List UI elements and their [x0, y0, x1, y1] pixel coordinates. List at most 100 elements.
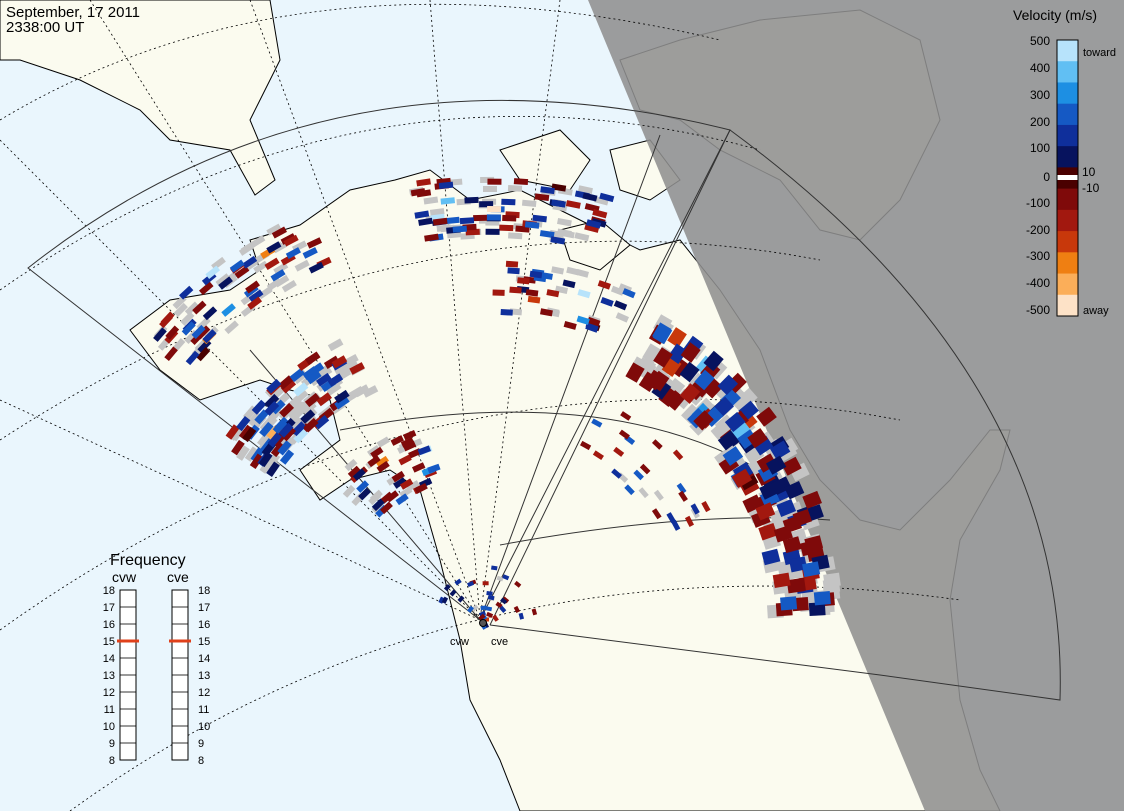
frequency-tick-label: 14 [103, 653, 115, 665]
colorbar-swatch [1057, 252, 1078, 275]
ground-scatter-cell [593, 196, 609, 206]
ground-scatter-cell [496, 575, 504, 582]
velocity-cell [620, 411, 632, 421]
velocity-cell [271, 226, 287, 239]
ground-scatter-cell [259, 458, 274, 474]
velocity-cell [611, 468, 623, 479]
velocity-cell [507, 267, 520, 275]
ground-scatter-cell [615, 312, 630, 323]
ground-scatter-cell [274, 274, 290, 288]
velocity-cell [267, 432, 282, 448]
velocity-cell [802, 490, 822, 509]
velocity-cell [395, 493, 409, 506]
velocity-cell [639, 463, 651, 475]
velocity-cell [459, 217, 475, 225]
velocity-cell [191, 324, 206, 340]
velocity-cell [393, 477, 407, 489]
velocity-cell [278, 375, 294, 390]
velocity-cell [638, 371, 659, 393]
velocity-cell [513, 605, 520, 614]
velocity-cell [761, 548, 781, 566]
ground-scatter-cell [521, 199, 537, 207]
velocity-cell [196, 325, 211, 340]
velocity-cell [551, 183, 567, 192]
frequency-tick-label: 15 [198, 636, 210, 648]
ground-scatter-cell [294, 259, 310, 272]
ground-scatter-cell [344, 458, 358, 472]
frequency-tick-label: 10 [103, 721, 115, 733]
velocity-cell [416, 189, 432, 198]
velocity-cell [308, 362, 325, 377]
ground-scatter-cell [710, 420, 732, 441]
velocity-cell [264, 400, 280, 416]
velocity-cell [531, 608, 538, 616]
velocity-cell [402, 440, 417, 452]
velocity-cell [283, 234, 299, 247]
velocity-cell [264, 257, 280, 271]
ground-scatter-cell [610, 285, 625, 296]
ground-scatter-cell [429, 208, 445, 216]
velocity-cell [592, 450, 604, 461]
ground-scatter-cell [293, 389, 309, 404]
ground-scatter-cell [642, 343, 662, 364]
velocity-cell [304, 392, 321, 408]
ground-scatter-cell [376, 436, 390, 448]
velocity-cell [518, 612, 525, 620]
radar-sites: cvw cve [450, 619, 508, 648]
velocity-cell [479, 201, 494, 208]
velocity-cell [649, 370, 670, 392]
ground-scatter-cell [289, 407, 305, 423]
ground-scatter-cell [369, 489, 383, 503]
velocity-cell [289, 367, 306, 383]
velocity-cell [599, 192, 615, 203]
colorbar-swatches [1057, 40, 1078, 317]
velocity-cell [202, 306, 218, 321]
velocity-cell [679, 361, 700, 383]
colorbar-tick-label: -100 [1026, 196, 1050, 210]
ground-scatter-cell [180, 311, 195, 326]
ground-scatter-cell [551, 266, 565, 275]
time-label: 2338:00 UT [6, 19, 84, 36]
velocity-cell [577, 289, 591, 299]
frequency-tick-label: 10 [198, 721, 210, 733]
velocity-cell [652, 322, 672, 343]
nightside-shading [588, 0, 1124, 811]
velocity-cell [334, 389, 350, 404]
velocity-cell [443, 583, 451, 592]
velocity-cell [485, 228, 500, 235]
velocity-cell [492, 289, 505, 296]
velocity-cell [671, 519, 681, 531]
colorbar-swatch [1057, 40, 1078, 62]
frequency-tick-label: 12 [103, 687, 115, 699]
velocity-cell [495, 601, 503, 609]
colorbar-swatch [1057, 82, 1078, 105]
frequency-tick-label: 18 [103, 585, 115, 597]
velocity-cell [702, 378, 724, 399]
ground-scatter-cell [244, 446, 259, 462]
ground-scatter-cell [257, 286, 273, 300]
velocity-cell [205, 265, 221, 279]
radar-fields-of-view [27, 99, 1061, 701]
velocity-cell [412, 462, 426, 473]
ground-scatter-cell [507, 185, 523, 192]
frequency-tick-label: 17 [198, 602, 210, 614]
velocity-cell [225, 424, 240, 440]
velocity-cell [467, 581, 475, 588]
velocity-cell [464, 196, 479, 204]
velocity-cell [517, 277, 530, 285]
velocity-cell [769, 440, 791, 460]
ground-scatter-cell [266, 223, 282, 236]
ground-scatter-cell [273, 262, 289, 275]
velocity-cell [266, 378, 282, 394]
frequency-tick-label: 11 [198, 704, 209, 716]
ground-scatter-cell [353, 384, 370, 398]
colorbar-swatch [1057, 61, 1078, 83]
colorbar-tick-label: 10 [1082, 165, 1096, 179]
velocity-cell [717, 430, 739, 451]
velocity-cell [242, 255, 258, 269]
frequency-scales: 18 17 16 15 14 13 12 11 10 9 8 18 17 16 15 14 13 12 11 10 9 8 [103, 585, 211, 767]
velocity-cell [491, 565, 498, 571]
velocity-cell [293, 428, 309, 444]
colorbar-tick-label: 300 [1030, 88, 1050, 102]
velocity-cell [486, 611, 494, 618]
